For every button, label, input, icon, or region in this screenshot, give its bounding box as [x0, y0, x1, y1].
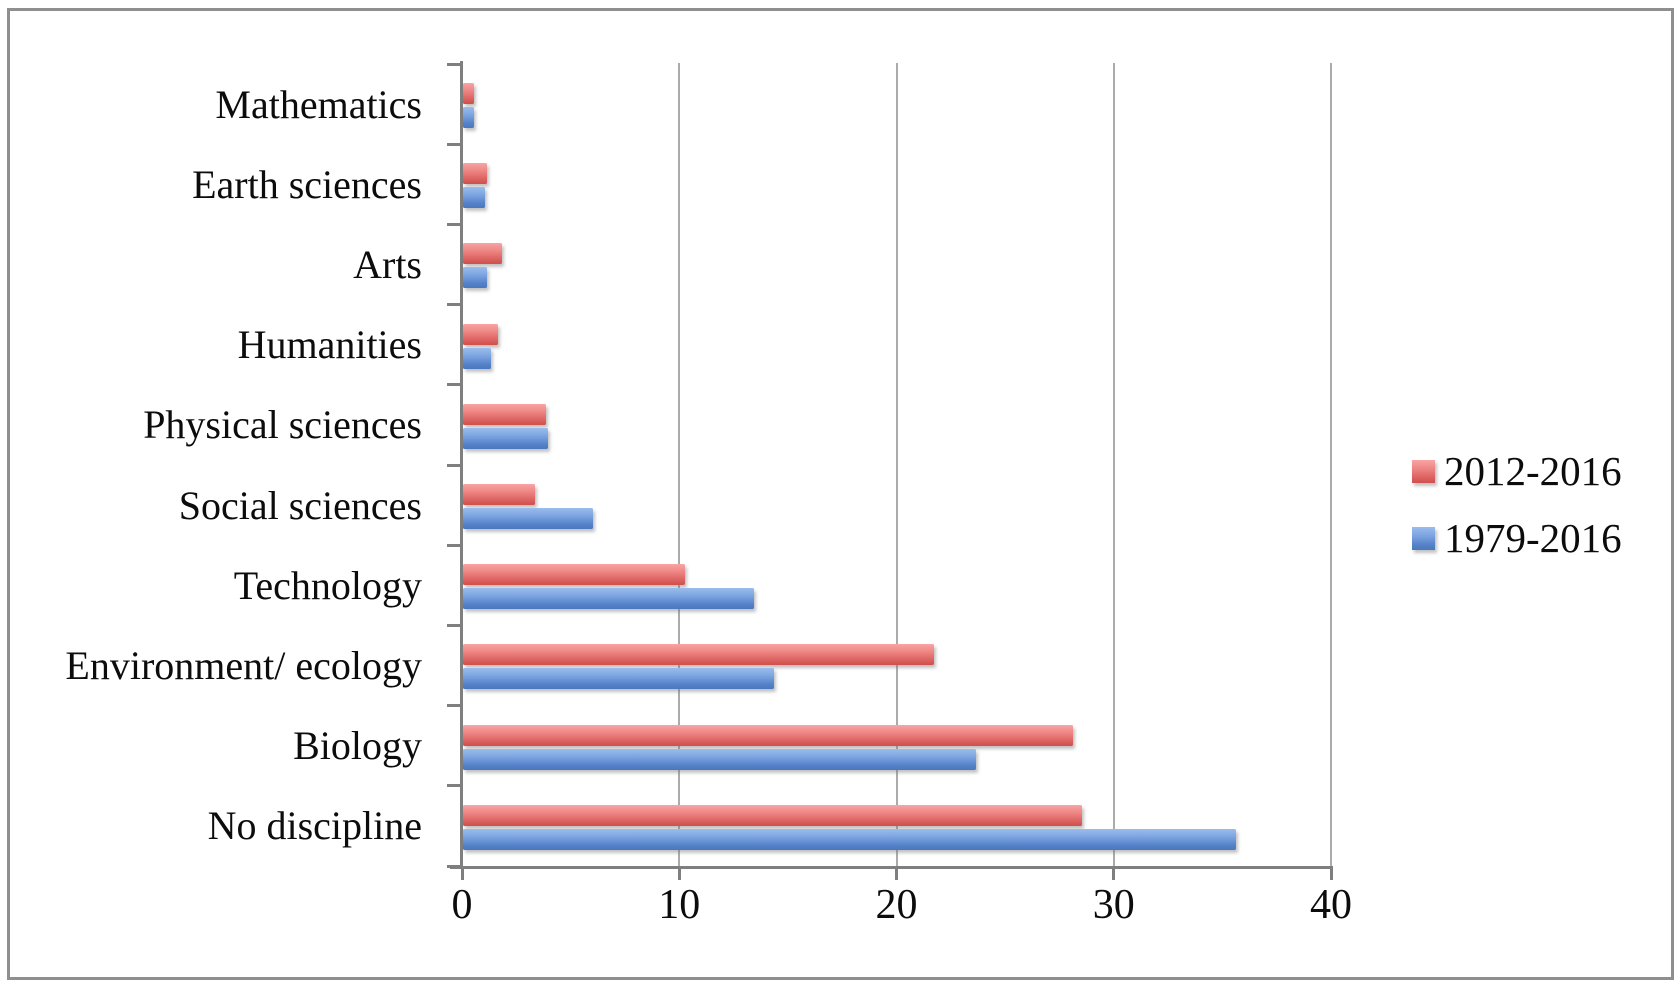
vertical-gridline: [895, 63, 898, 866]
category-label: Humanities: [237, 322, 422, 368]
x-tick-label: 30: [1092, 882, 1135, 928]
bar-2012-2016: [463, 644, 935, 666]
bar-1979-2016: [463, 668, 774, 690]
bar-1979-2016: [463, 748, 976, 770]
bar-2012-2016: [463, 724, 1074, 746]
x-tick-label: 40: [1310, 882, 1352, 928]
vertical-gridline: [1112, 63, 1115, 866]
y-axis-line: [460, 61, 463, 869]
bar-1979-2016: [463, 828, 1237, 850]
category-label: Earth sciences: [192, 161, 422, 207]
y-axis-tick: [447, 704, 461, 708]
legend-swatch-icon: [1412, 526, 1435, 550]
y-axis-tick: [447, 383, 461, 387]
x-axis-line: [450, 866, 1333, 869]
x-axis-tick: [895, 866, 898, 880]
bar-2012-2016: [463, 243, 503, 265]
y-axis-tick: [447, 543, 461, 547]
bar-1979-2016: [463, 107, 474, 128]
bar-2012-2016: [463, 564, 685, 586]
y-axis-tick: [447, 142, 461, 146]
category-label: Biology: [293, 723, 422, 769]
x-tick-label: 20: [875, 882, 918, 928]
y-axis-tick: [447, 463, 461, 467]
legend-label: 2012-2016: [1444, 447, 1622, 494]
y-axis-tick: [447, 303, 461, 307]
legend-swatch-icon: [1412, 459, 1435, 483]
bar-2012-2016: [463, 163, 487, 185]
vertical-gridline: [678, 63, 681, 866]
x-tick-label: 10: [658, 882, 701, 928]
legend-item: 1979-2016: [1412, 514, 1622, 562]
legend-item: 2012-2016: [1412, 447, 1622, 495]
y-axis-tick: [447, 784, 461, 788]
bar-2012-2016: [463, 484, 535, 505]
bar-1979-2016: [463, 187, 485, 209]
category-label: Arts: [353, 241, 422, 287]
bar-1979-2016: [463, 347, 492, 369]
category-label: Physical sciences: [143, 402, 422, 448]
bar-1979-2016: [463, 427, 548, 449]
y-axis-tick: [447, 623, 461, 627]
bar-2012-2016: [463, 83, 474, 104]
bar-1979-2016: [463, 267, 487, 289]
category-label: No discipline: [207, 803, 422, 849]
x-tick-label: 0: [451, 882, 473, 928]
vertical-gridline: [1330, 63, 1332, 866]
category-label: Mathematics: [215, 81, 422, 127]
x-axis-tick: [677, 866, 681, 880]
category-label: Environment/ ecology: [65, 642, 422, 688]
category-label: Social sciences: [178, 482, 422, 528]
chart-frame: 2012-2016 1979-2016 0 10 20 30 40 Mathematics E…: [7, 8, 1674, 980]
legend: 2012-2016 1979-2016: [1412, 447, 1622, 581]
bar-2012-2016: [463, 323, 498, 345]
bar-2012-2016: [463, 403, 546, 425]
y-axis-tick: [447, 864, 461, 868]
legend-label: 1979-2016: [1444, 514, 1622, 561]
x-axis-tick: [1112, 866, 1116, 880]
category-label: Technology: [233, 562, 422, 608]
y-axis-tick: [447, 62, 461, 66]
bar-1979-2016: [463, 588, 755, 610]
x-axis-tick: [460, 866, 464, 880]
y-axis-tick: [447, 222, 461, 226]
bar-2012-2016: [463, 804, 1083, 826]
x-axis-tick: [1329, 866, 1333, 880]
bar-1979-2016: [463, 508, 594, 529]
